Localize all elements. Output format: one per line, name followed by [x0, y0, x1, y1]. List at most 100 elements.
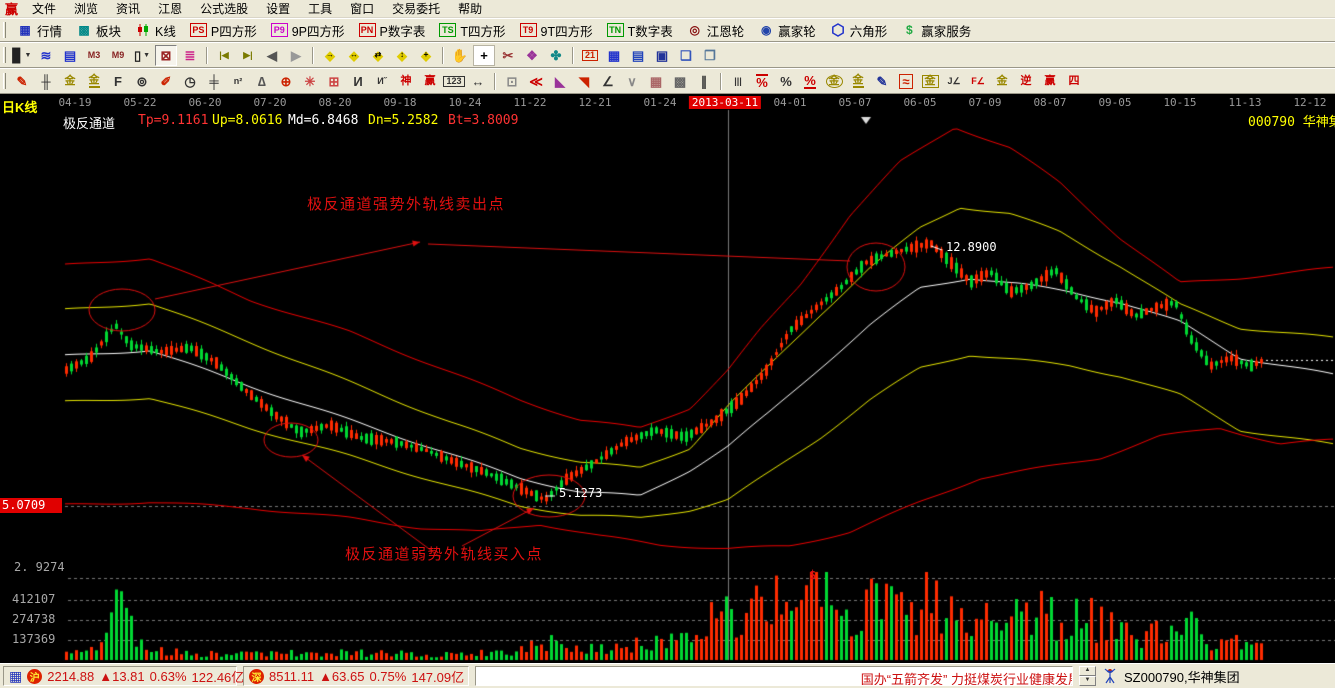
winner-service-button[interactable]: $ 赢家服务: [894, 20, 978, 41]
info-list-button[interactable]: ▤: [63, 47, 77, 63]
gann-gold-ruler-1[interactable]: 金: [64, 74, 76, 87]
crosshair-tool-button[interactable]: +: [473, 44, 495, 66]
remote-pc-button[interactable]: ❐: [704, 47, 716, 63]
angle-j-tool[interactable]: J∠: [947, 75, 961, 86]
save-button[interactable]: ▣: [655, 47, 669, 63]
trend-overlay-button[interactable]: ≋: [40, 47, 52, 63]
compress-diamond[interactable]: ◆ ⇄: [373, 47, 383, 63]
p-table-button[interactable]: PN P数字表: [352, 20, 433, 41]
angle-f-tool[interactable]: F∠: [971, 75, 985, 86]
menu-item-8[interactable]: 交易委托: [392, 1, 441, 16]
n-squared-tool[interactable]: n²: [233, 75, 243, 86]
f-ruler-tool[interactable]: F: [114, 73, 122, 89]
angle-mirror-tool[interactable]: ∆: [258, 73, 266, 89]
brush-ruler-tool[interactable]: ✐: [160, 73, 172, 89]
calendar-button[interactable]: 21: [579, 45, 601, 66]
9p-square-button[interactable]: P9 9P四方形: [264, 20, 352, 41]
notepad-button[interactable]: ▤: [631, 47, 645, 63]
send-web-button[interactable]: ❏: [680, 47, 692, 63]
percent-line-tool[interactable]: %: [756, 73, 768, 90]
menu-item-3[interactable]: 江恩: [158, 1, 183, 16]
i-channel-2-tool[interactable]: И˝: [377, 75, 387, 86]
menu-item-6[interactable]: 工具: [308, 1, 333, 16]
page-prev-button[interactable]: ◀: [267, 47, 277, 63]
menu-item-0[interactable]: 文件: [32, 1, 57, 16]
wave3-button[interactable]: M3: [87, 49, 101, 60]
t-square-button[interactable]: TS T四方形: [432, 20, 512, 41]
ink-pen-tool[interactable]: ✎: [876, 73, 888, 89]
menu-item-2[interactable]: 资讯: [116, 1, 141, 16]
region-tool-button[interactable]: ⊠: [155, 44, 177, 66]
box-range-tool[interactable]: ⊡: [506, 73, 518, 89]
indicator-name[interactable]: 极反通道: [63, 116, 116, 131]
angle-fan-tool[interactable]: ∠: [602, 73, 614, 89]
page-next-button[interactable]: ▶: [291, 47, 301, 63]
width-measure-tool[interactable]: ↔: [471, 73, 485, 89]
9t-square-button[interactable]: T9 9T四方形: [513, 20, 600, 41]
p-square-button[interactable]: PS P四方形: [183, 20, 264, 41]
zoom-right-diamond[interactable]: ◆ →: [325, 47, 335, 63]
measure-123-tool[interactable]: 123: [443, 71, 465, 92]
angle-si-tool[interactable]: 四: [1068, 74, 1080, 87]
i-channel-tool[interactable]: И: [353, 73, 363, 89]
hand-tool-button[interactable]: ✋: [451, 47, 469, 63]
menu-item-1[interactable]: 浏览: [74, 1, 99, 16]
menu-item-7[interactable]: 窗口: [350, 1, 375, 16]
candle-width-dropdown[interactable]: ▯ ▼: [133, 47, 151, 63]
angle-ni-tool[interactable]: 逆: [1020, 74, 1032, 87]
news-scroll-down-button[interactable]: ▼: [1079, 676, 1096, 686]
pattern-tool-button[interactable]: ✤: [550, 47, 562, 63]
percent-tool[interactable]: %: [780, 73, 792, 89]
target-cross-tool[interactable]: ⊕: [280, 73, 292, 89]
goto-first-button[interactable]: |◀: [219, 49, 229, 60]
spiral-tool[interactable]: ⊚: [136, 73, 148, 89]
star-grid-tool[interactable]: ✳: [304, 73, 316, 89]
parallel-channel-tool[interactable]: ∥: [700, 73, 708, 89]
ying-tool[interactable]: 赢: [424, 74, 436, 87]
quotes-button[interactable]: ▦ 行情: [10, 20, 69, 41]
angle-gold-tool[interactable]: 金: [996, 74, 1008, 87]
t-table-button[interactable]: TN T数字表: [600, 20, 680, 41]
cut-tool-button[interactable]: ✂: [502, 47, 514, 63]
shen-tool[interactable]: 神: [400, 74, 412, 87]
menu-item-5[interactable]: 设置: [266, 1, 291, 16]
fan-lines-tool[interactable]: ≪: [529, 73, 543, 89]
grid-arrow-tool[interactable]: ▩: [673, 73, 687, 89]
gann-wheel-button[interactable]: ◎ 江恩轮: [680, 20, 752, 41]
zoom-all-diamond[interactable]: ◆ +: [421, 47, 431, 63]
wave9-button[interactable]: M9: [111, 49, 125, 60]
tick-ruler-2-tool[interactable]: ╪: [209, 73, 219, 89]
menu-item-4[interactable]: 公式选股: [200, 1, 249, 16]
menu-item-9[interactable]: 帮助: [458, 1, 483, 16]
zoom-horizontal-diamond[interactable]: ◆ ↔: [349, 47, 359, 63]
cycle-ruler-tool[interactable]: ◷: [184, 73, 196, 89]
winner-wheel-button[interactable]: ◉ 赢家轮: [751, 20, 823, 41]
kline-style-dropdown[interactable]: ▊ ▼: [12, 47, 32, 63]
gann-gold-ruler-2[interactable]: 金: [88, 73, 100, 88]
calculator-button[interactable]: ▦: [607, 47, 621, 63]
angle-ying-tool[interactable]: 赢: [1044, 74, 1056, 87]
chart-canvas[interactable]: [0, 94, 1335, 663]
wave-band-tool[interactable]: ≈: [895, 71, 917, 92]
hexagon-button[interactable]: 六角形: [823, 20, 895, 41]
fan-box-purple-tool[interactable]: ◣: [555, 73, 565, 89]
fan-box-red-tool[interactable]: ◥: [579, 73, 589, 89]
percent-underline-tool[interactable]: %: [804, 72, 816, 89]
gann-box-tool-button[interactable]: ❖: [526, 47, 538, 63]
marker-pen-tool[interactable]: ✎: [16, 73, 28, 89]
wave-v-tool[interactable]: ∨: [627, 73, 637, 89]
gold-flag-tool[interactable]: 金: [852, 73, 864, 88]
news-scroll-up-button[interactable]: ▲: [1079, 666, 1096, 676]
grid-lines-tool[interactable]: ▦: [649, 73, 663, 89]
volume-profile-tool[interactable]: |||: [734, 75, 742, 86]
gold-box-tool[interactable]: 金: [919, 71, 941, 92]
gold-circle-tool[interactable]: 金: [823, 71, 845, 92]
zoom-vertical-diamond[interactable]: ◆ ↕: [397, 47, 407, 63]
sectors-button[interactable]: ▩ 板块: [69, 20, 128, 41]
goto-last-button[interactable]: ▶|: [243, 49, 253, 60]
color-histogram-button[interactable]: ≣: [184, 47, 196, 63]
quote-grid-icon[interactable]: ▦: [9, 668, 23, 684]
tick-ruler-tool[interactable]: ╫: [41, 73, 51, 89]
web-grid-tool[interactable]: ⊞: [328, 73, 340, 89]
kline-button[interactable]: K线: [128, 20, 183, 41]
